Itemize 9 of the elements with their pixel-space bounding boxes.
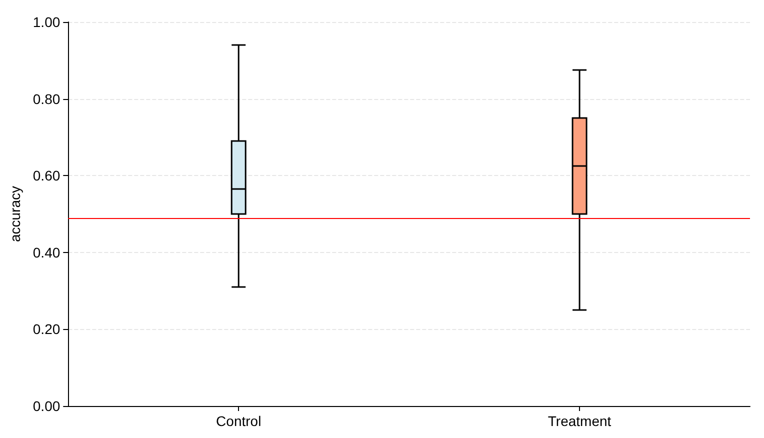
x-tick-label: Control	[216, 413, 262, 429]
y-tick-label: 0.20	[32, 321, 60, 338]
y-tick-label: 1.00	[32, 14, 60, 30]
y-tick-label: 0.80	[32, 90, 60, 107]
x-tick-label: Treatment	[548, 413, 612, 429]
y-tick-label: 0.00	[32, 398, 60, 414]
y-axis-title: accuracy	[7, 186, 23, 242]
y-tick-label: 0.40	[32, 244, 60, 260]
y-tick-label: 0.60	[32, 168, 60, 184]
